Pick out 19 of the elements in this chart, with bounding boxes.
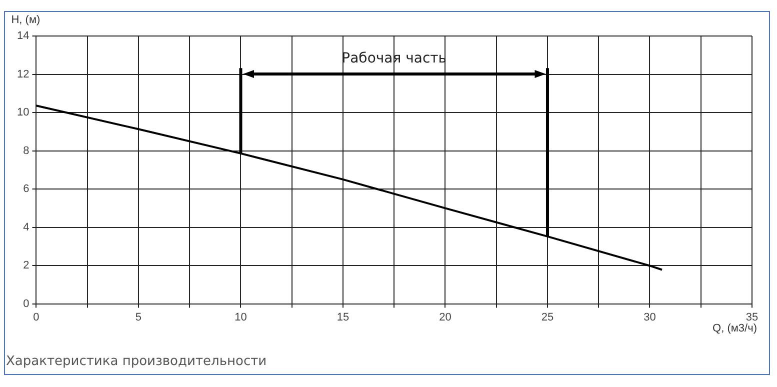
x-tick-label: 10 [234, 311, 247, 324]
x-tick-label: 5 [135, 311, 142, 324]
y-tick-label: 10 [16, 106, 30, 119]
y-tick-label: 6 [23, 183, 30, 196]
y-tick-label: 8 [23, 144, 30, 157]
y-tick-label: 12 [16, 68, 30, 80]
x-tick-label: 15 [336, 311, 350, 324]
y-tick-label: 14 [16, 30, 30, 42]
y-tick-label: 4 [23, 221, 30, 234]
x-tick-label: 25 [541, 311, 554, 324]
x-tick-label: 0 [33, 311, 40, 324]
y-tick-label: 2 [23, 260, 30, 272]
text: Характеристика производительности [6, 354, 267, 369]
x-axis-title: Q, (м3/ч) [712, 322, 757, 334]
y-tick-label: 0 [23, 298, 30, 310]
x-tick-label: 30 [644, 311, 656, 324]
x-tick-label: 20 [439, 311, 452, 324]
y-axis-title: H, (м) [11, 14, 40, 26]
x-tick-label: 35 [746, 311, 758, 324]
